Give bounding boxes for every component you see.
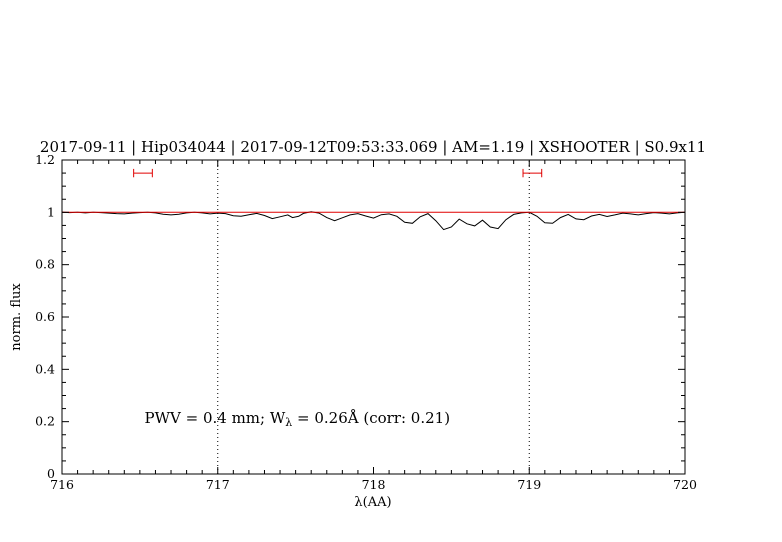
- fit-range-marker: [522, 168, 543, 178]
- pwv-annotation: PWV = 0.4 mm; Wλ = 0.26Å (corr: 0.21): [145, 409, 451, 429]
- observed-spectrum: [61, 211, 686, 231]
- y-tick-label: 0: [47, 466, 55, 481]
- series-group: [61, 211, 686, 231]
- x-tick-label: 716: [50, 477, 74, 492]
- pwv-annotation-part1: PWV = 0.4 mm; W: [145, 409, 286, 427]
- y-tick-label: 1: [47, 204, 55, 219]
- y-axis-label: norm. flux: [9, 283, 24, 351]
- x-tick-label: 719: [517, 477, 541, 492]
- ticks-group: 716 717 718 719 720 0 0.2 0.4 0.6 0.8 1 1.2: [35, 152, 697, 492]
- x-tick-label: 718: [362, 477, 386, 492]
- y-tick-label: 0.4: [35, 361, 55, 376]
- y-tick-label: 1.2: [35, 152, 55, 167]
- range-markers-group: [133, 168, 543, 178]
- chart-title: 2017-09-11 | Hip034044 | 2017-09-12T09:5…: [40, 138, 706, 156]
- pwv-annotation-part2: = 0.26Å (corr: 0.21): [292, 409, 450, 427]
- reference-lines-group: [217, 160, 530, 474]
- fit-range-marker: [133, 168, 153, 178]
- x-tick-label: 720: [673, 477, 697, 492]
- x-tick-label: 717: [206, 477, 230, 492]
- y-tick-label: 0.2: [35, 414, 55, 429]
- y-tick-label: 0.6: [35, 309, 55, 324]
- pwv-annotation-subscript: λ: [285, 416, 292, 429]
- y-tick-label: 0.8: [35, 257, 55, 272]
- x-axis-label: λ(AA): [354, 495, 391, 510]
